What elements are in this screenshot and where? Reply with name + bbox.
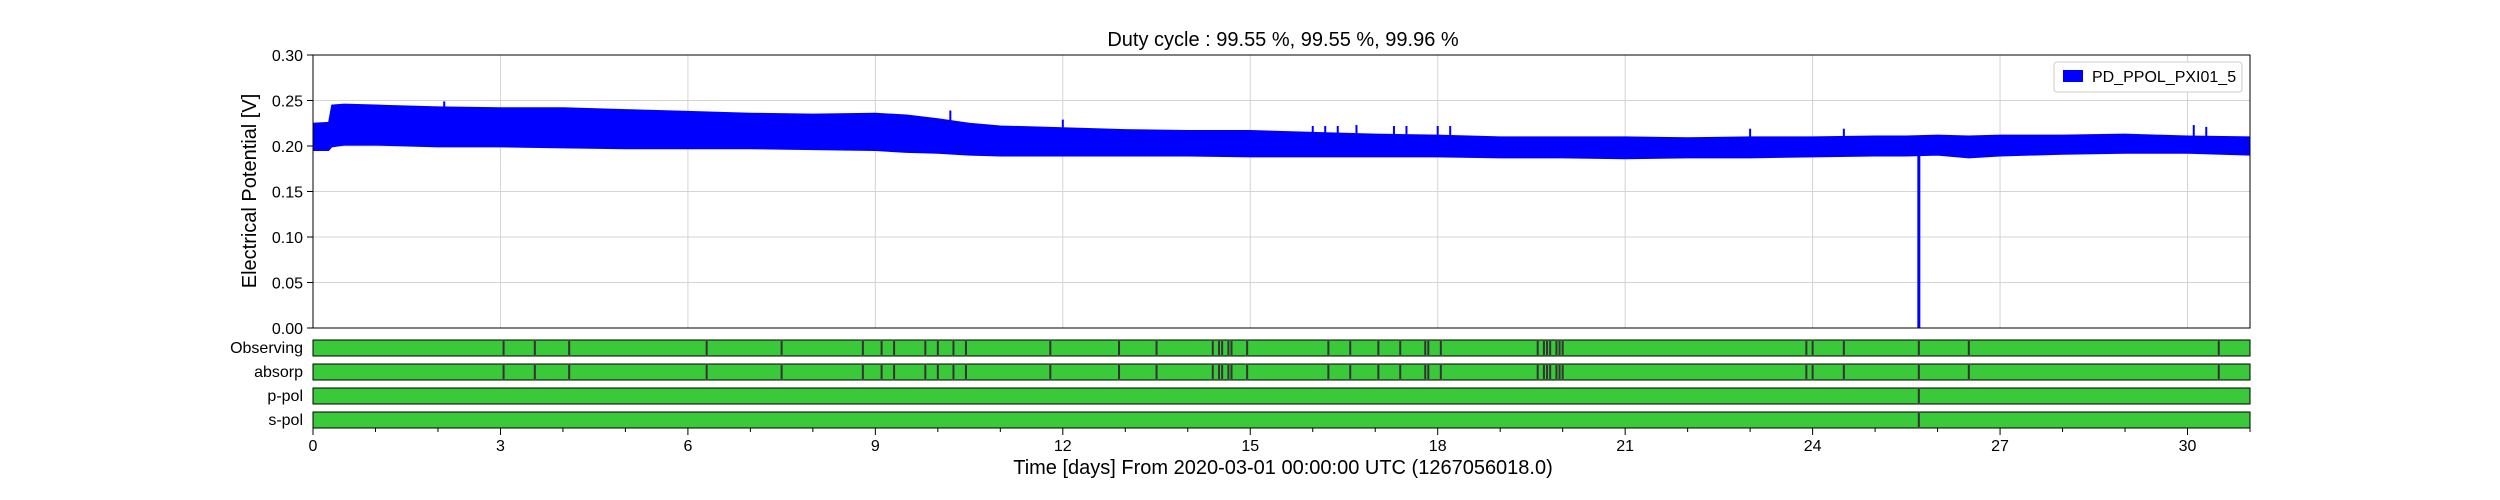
main-plot-area: 0.00 0.05 0.10 0.15 0.20 0.25 0.30	[272, 48, 2251, 338]
y-tick-label: 0.25	[272, 94, 303, 111]
y-axis-label: Electrical Potential [V]	[239, 94, 261, 289]
x-tick-label: 21	[1616, 438, 1634, 455]
y-tick-label: 0.15	[272, 185, 303, 202]
x-tick-label: 30	[2179, 438, 2197, 455]
x-axis: 0 3 6 9 12 15 18 21 24 27 30	[309, 428, 2251, 455]
y-tick-label: 0.05	[272, 276, 303, 293]
x-tick-label: 15	[1241, 438, 1259, 455]
x-tick-label: 9	[871, 438, 880, 455]
x-tick-label: 18	[1429, 438, 1447, 455]
legend-entry: PD_PPOL_PXI01_5	[2092, 69, 2236, 86]
segment-bar	[312, 387, 2251, 405]
x-tick-label: 6	[683, 438, 692, 455]
x-axis-label: Time [days] From 2020-03-01 00:00:00 UTC…	[1013, 457, 1553, 479]
x-tick-label: 12	[1054, 438, 1072, 455]
legend-swatch	[2063, 70, 2083, 82]
segment-panels: Observing absorp p-pol s-pol	[230, 339, 2251, 429]
y-tick-label: 0.20	[272, 139, 303, 156]
y-axis: 0.00 0.05 0.10 0.15 0.20 0.25 0.30	[272, 48, 313, 338]
legend: PD_PPOL_PXI01_5	[2053, 61, 2243, 93]
x-tick-label: 3	[496, 438, 505, 455]
chart-title: Duty cycle : 99.55 %, 99.55 %, 99.96 %	[1107, 29, 1459, 51]
legend-box	[2053, 61, 2243, 93]
y-tick-label: 0.00	[272, 321, 303, 338]
segment-bar	[312, 411, 2251, 429]
segment-label: Observing	[230, 340, 303, 357]
x-tick-label: 0	[309, 438, 318, 455]
segment-label: p-pol	[267, 388, 303, 405]
segment-bar	[312, 339, 2251, 357]
segment-label: absorp	[254, 364, 303, 381]
x-tick-label: 27	[1991, 438, 2009, 455]
y-tick-label: 0.10	[272, 230, 303, 247]
x-tick-label: 24	[1804, 438, 1822, 455]
y-tick-label: 0.30	[272, 48, 303, 65]
segment-label: s-pol	[268, 412, 303, 429]
segment-bar	[312, 363, 2251, 381]
